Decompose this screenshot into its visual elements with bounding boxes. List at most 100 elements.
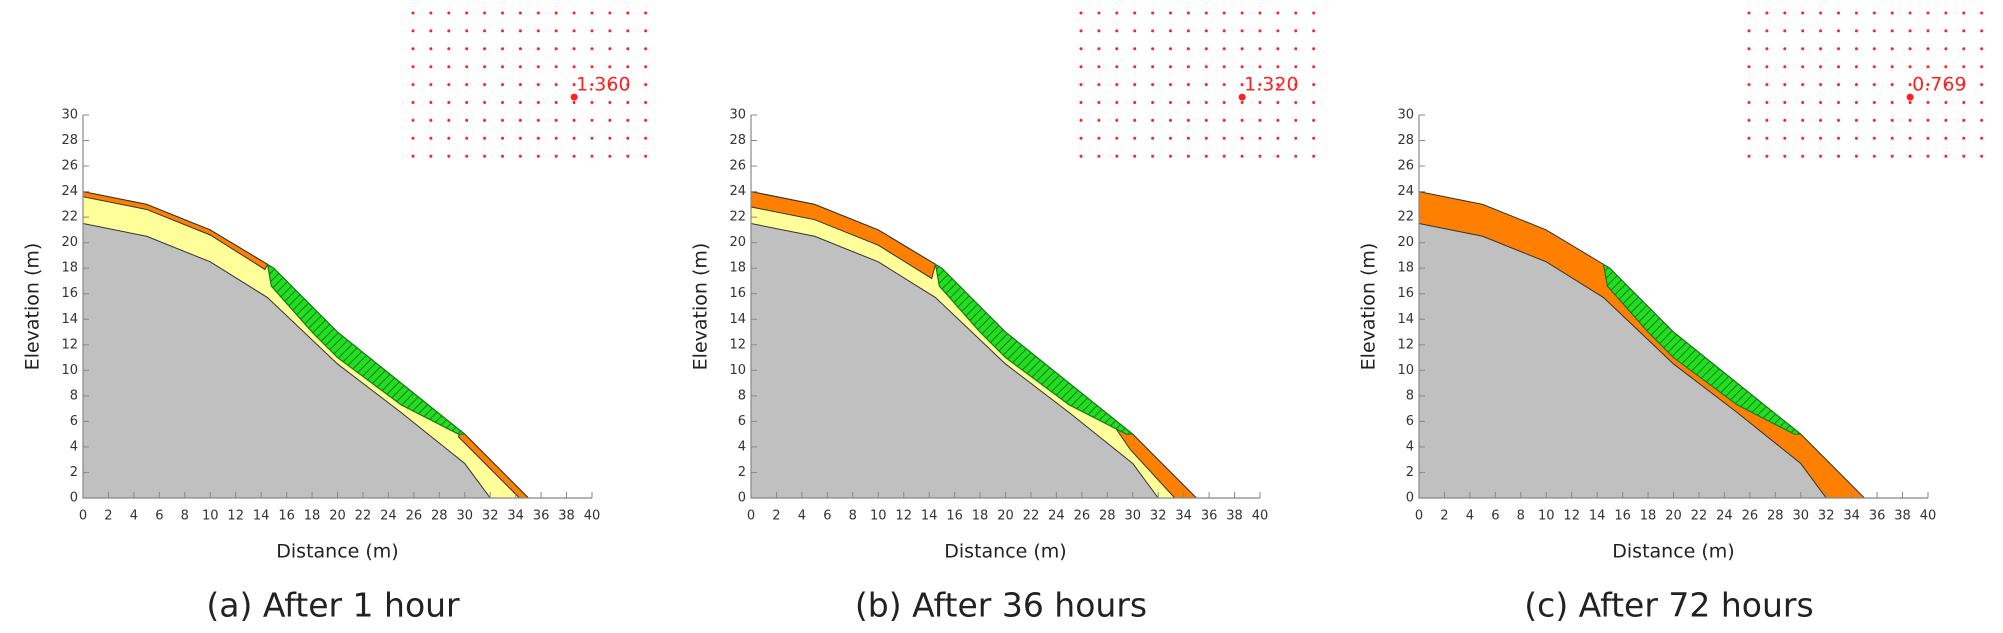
grid-dot — [1783, 118, 1787, 122]
grid-dot — [1276, 47, 1280, 51]
grid-dot — [501, 83, 504, 87]
y-tick-label: 30 — [729, 108, 746, 123]
grid-dot — [1854, 136, 1858, 140]
grid-dot — [554, 101, 558, 104]
factor-of-safety: 1.320 — [1244, 74, 1298, 96]
grid-dot — [1962, 101, 1966, 104]
grid-dot — [1115, 154, 1119, 158]
grid-dot — [1819, 118, 1823, 122]
grid-dot — [1944, 118, 1948, 122]
grid-dot — [1204, 101, 1208, 104]
soil-layer — [750, 222, 1160, 499]
grid-dot — [1837, 65, 1840, 69]
y-tick-label: 20 — [1397, 235, 1414, 250]
grid-dot — [518, 65, 522, 69]
grid-dot — [1312, 154, 1316, 158]
grid-dot — [501, 136, 504, 140]
grid-dot — [1169, 11, 1172, 15]
y-tick-label: 6 — [1406, 414, 1414, 429]
grid-dot — [1222, 118, 1226, 122]
grid-dot — [1819, 11, 1823, 15]
x-tick-label: 18 — [1640, 509, 1657, 524]
grid-dot — [1240, 65, 1244, 69]
grid-dot — [1133, 101, 1137, 104]
x-axis-label: Distance (m) — [276, 541, 398, 563]
grid-dot — [465, 101, 469, 104]
grid-dot — [1765, 47, 1769, 51]
grid-dot — [1222, 101, 1226, 104]
grid-dot — [1151, 11, 1155, 15]
grid-dot — [1801, 47, 1805, 51]
grid-dot — [572, 83, 576, 87]
x-tick-label: 18 — [972, 509, 989, 524]
grid-dot — [1854, 101, 1858, 104]
grid-dot — [1097, 65, 1101, 69]
factor-of-safety: 0.769 — [1912, 74, 1966, 96]
grid-dot — [1837, 47, 1840, 51]
grid-dot — [554, 65, 558, 69]
x-tick-label: 38 — [1894, 509, 1911, 524]
grid-dot — [1837, 83, 1840, 87]
x-tick-label: 36 — [533, 509, 550, 524]
grid-dot — [1276, 154, 1280, 158]
x-tick-label: 16 — [1614, 509, 1631, 524]
x-tick-label: 32 — [1150, 509, 1167, 524]
x-tick-label: 14 — [1589, 509, 1606, 524]
grid-dot — [1115, 47, 1119, 51]
grid-dot — [1312, 136, 1316, 140]
grid-dot — [1258, 136, 1262, 140]
grid-dot — [572, 118, 576, 122]
y-tick-label: 20 — [729, 235, 746, 250]
grid-dot — [1294, 101, 1298, 104]
grid-dot — [1872, 65, 1876, 69]
grid-dot — [1276, 118, 1280, 122]
y-tick-label: 24 — [61, 184, 78, 199]
grid-dot — [447, 65, 451, 69]
y-tick-label: 6 — [738, 414, 746, 429]
x-tick-label: 4 — [1466, 509, 1474, 524]
grid-dot — [429, 154, 433, 158]
grid-dot — [501, 154, 504, 158]
grid-dot — [1133, 136, 1137, 140]
grid-dot — [626, 11, 630, 15]
y-tick-label: 28 — [1397, 133, 1414, 148]
grid-dot — [536, 154, 540, 158]
grid-dot — [483, 101, 487, 104]
y-tick-label: 12 — [729, 337, 746, 352]
grid-dot — [447, 136, 451, 140]
x-tick-label: 10 — [1538, 509, 1555, 524]
x-axis-label: Distance (m) — [944, 541, 1066, 563]
y-tick-label: 4 — [1406, 439, 1414, 454]
y-tick-label: 10 — [729, 363, 746, 378]
grid-dot — [1765, 11, 1769, 15]
grid-dot — [1801, 154, 1805, 158]
grid-dot — [483, 29, 487, 33]
grid-dot — [1980, 83, 1984, 87]
grid-dot — [1962, 29, 1966, 33]
grid-dot — [1890, 136, 1894, 140]
grid-dot — [1186, 65, 1190, 69]
grid-dot — [483, 118, 487, 122]
grid-dot — [1186, 11, 1190, 15]
grid-dot — [411, 47, 415, 51]
grid-dot — [1276, 29, 1280, 33]
grid-dot — [1133, 47, 1137, 51]
grid-dot — [1151, 47, 1155, 51]
grid-dot — [1079, 136, 1083, 140]
grid-dot — [1801, 136, 1805, 140]
grid-dot — [1294, 154, 1298, 158]
grid-dot — [1801, 101, 1805, 104]
grid-dot — [1151, 65, 1155, 69]
y-tick-label: 30 — [1397, 108, 1414, 123]
x-tick-label: 12 — [1563, 509, 1580, 524]
grid-dot — [1980, 65, 1984, 69]
grid-dot — [1097, 136, 1101, 140]
grid-dot — [447, 154, 451, 158]
x-axis-label: Distance (m) — [1612, 541, 1734, 563]
grid-dot — [465, 11, 469, 15]
grid-dot — [1079, 11, 1083, 15]
y-tick-label: 2 — [1406, 465, 1414, 480]
grid-dot — [1294, 83, 1298, 87]
grid-dot — [429, 136, 433, 140]
grid-dot — [1222, 136, 1226, 140]
